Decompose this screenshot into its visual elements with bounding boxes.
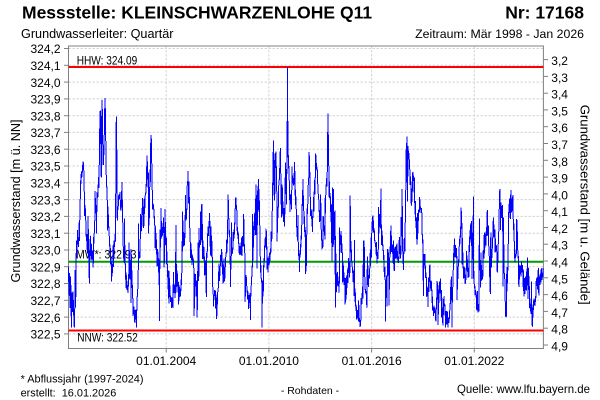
svg-text:324,1: 324,1 [30,59,60,73]
svg-text:01.01.2022: 01.01.2022 [444,354,504,368]
svg-text:323,5: 323,5 [30,160,60,174]
svg-text:3,8: 3,8 [551,155,568,169]
svg-text:323,6: 323,6 [30,143,60,157]
svg-text:323,1: 323,1 [30,227,60,241]
svg-text:NNW: 322.52: NNW: 322.52 [77,331,138,345]
svg-text:4,2: 4,2 [551,222,568,236]
svg-text:4,6: 4,6 [551,289,568,303]
svg-text:4,7: 4,7 [551,306,568,320]
svg-text:323,3: 323,3 [30,193,60,207]
svg-text:HHW: 324.09: HHW: 324.09 [77,53,138,67]
svg-text:323,7: 323,7 [30,126,60,140]
svg-text:323,2: 323,2 [30,210,60,224]
svg-text:322,8: 322,8 [30,277,60,291]
svg-text:Zeitraum: Mär 1998 - Jan 2026: Zeitraum: Mär 1998 - Jan 2026 [415,27,584,41]
svg-text:Grundwasserleiter: Quartär: Grundwasserleiter: Quartär [21,27,173,41]
svg-text:3,3: 3,3 [551,71,568,85]
svg-text:Quelle: www.lfu.bayern.de: Quelle: www.lfu.bayern.de [457,382,590,396]
svg-text:Messstelle: KLEINSCHWARZENLOHE: Messstelle: KLEINSCHWARZENLOHE Q11 [22,3,372,23]
svg-text:4,0: 4,0 [551,188,568,202]
svg-text:323,0: 323,0 [30,244,60,258]
svg-text:erstellt: 16.01.2026: erstellt: 16.01.2026 [21,387,117,399]
svg-text:324,0: 324,0 [30,76,60,90]
svg-text:323,4: 323,4 [30,177,60,191]
svg-text:322,5: 322,5 [30,328,60,342]
svg-text:Grundwasserstand [m u. Gelände: Grundwasserstand [m u. Gelände] [577,105,592,305]
svg-text:322,6: 322,6 [30,311,60,325]
svg-text:MW*: 322.93: MW*: 322.93 [76,248,137,262]
svg-text:4,9: 4,9 [551,340,568,354]
svg-text:4,4: 4,4 [551,256,568,270]
svg-text:3,2: 3,2 [551,54,568,68]
svg-text:322,7: 322,7 [30,294,60,308]
svg-text:3,7: 3,7 [551,138,568,152]
svg-text:3,6: 3,6 [551,121,568,135]
svg-text:4,3: 4,3 [551,239,568,253]
svg-text:3,4: 3,4 [551,88,568,102]
svg-text:324,2: 324,2 [30,42,60,56]
svg-text:Grundwasserstand [m ü. NN]: Grundwasserstand [m ü. NN] [8,120,23,283]
svg-text:323,9: 323,9 [30,93,60,107]
svg-text:322,9: 322,9 [30,260,60,274]
svg-text:* Abflussjahr (1997-2024): * Abflussjahr (1997-2024) [21,373,144,385]
svg-text:3,9: 3,9 [551,172,568,186]
svg-text:01.01.2016: 01.01.2016 [342,354,402,368]
svg-text:4,1: 4,1 [551,205,568,219]
svg-text:4,5: 4,5 [551,272,568,286]
svg-text:Nr: 17168: Nr: 17168 [505,3,584,23]
svg-text:- Rohdaten -: - Rohdaten - [281,385,340,397]
svg-text:4,8: 4,8 [551,323,568,337]
svg-text:323,8: 323,8 [30,109,60,123]
svg-text:3,5: 3,5 [551,104,568,118]
svg-text:01.01.2004: 01.01.2004 [136,354,196,368]
svg-text:01.01.2010: 01.01.2010 [239,354,299,368]
